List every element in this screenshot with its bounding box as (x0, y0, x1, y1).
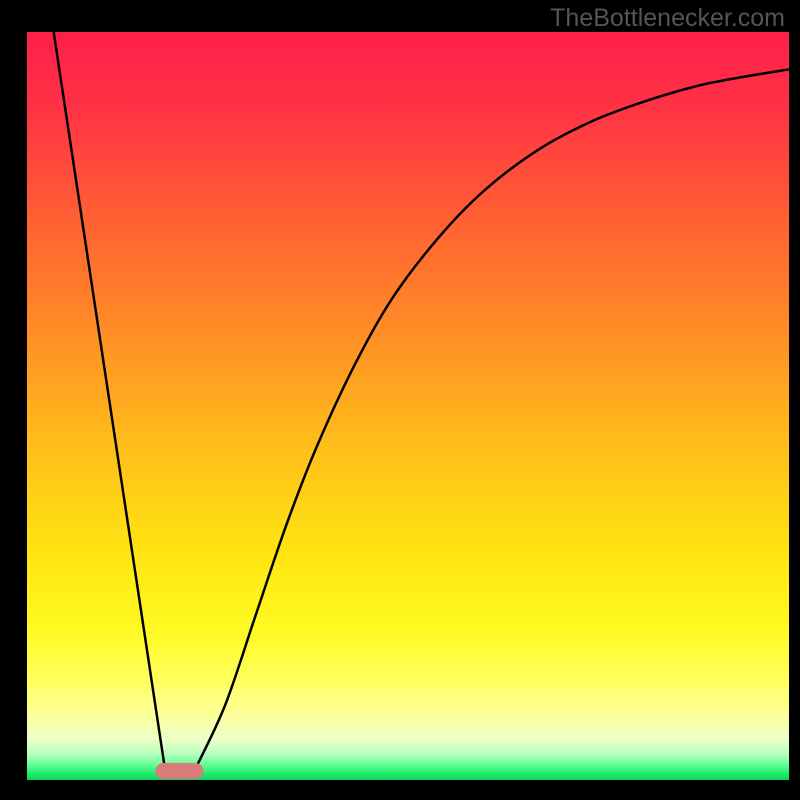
plot-area (27, 32, 789, 780)
chart-container: TheBottlenecker.com (0, 0, 800, 800)
plot-svg (27, 32, 789, 780)
gradient-background (27, 32, 789, 780)
watermark-text: TheBottlenecker.com (550, 4, 785, 33)
minimum-marker (155, 763, 203, 779)
